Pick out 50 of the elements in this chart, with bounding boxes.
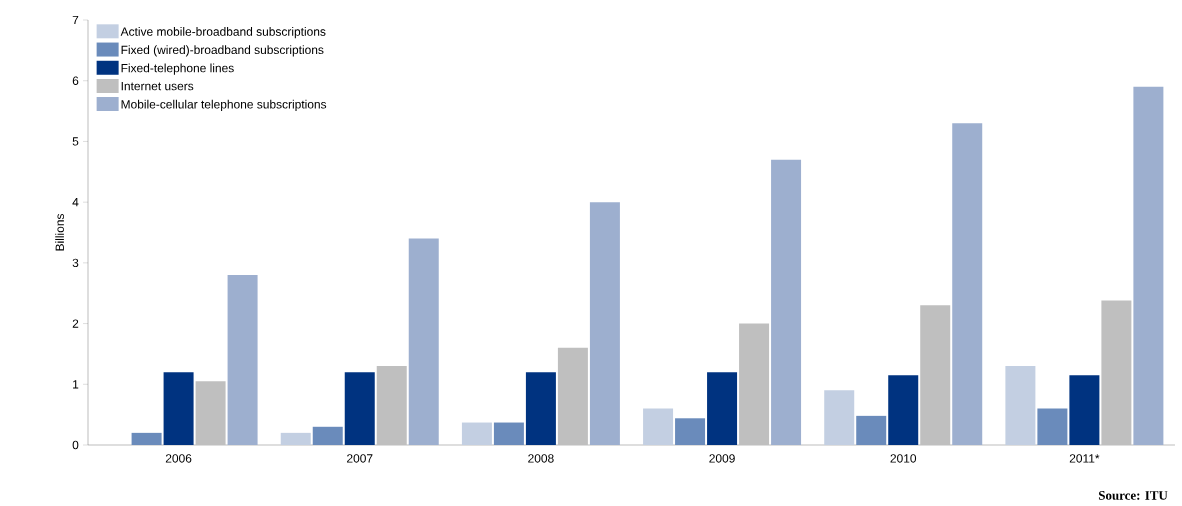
bar bbox=[824, 390, 855, 445]
y-tick-label: 3 bbox=[72, 258, 79, 268]
y-tick-label: 6 bbox=[72, 76, 79, 85]
bar bbox=[1037, 408, 1068, 445]
bar bbox=[525, 372, 556, 445]
x-tick-label: 2006 bbox=[165, 454, 192, 463]
bar bbox=[675, 418, 706, 445]
bar bbox=[739, 323, 770, 445]
bar bbox=[408, 238, 439, 445]
bar bbox=[227, 275, 258, 445]
y-tick-label: 2 bbox=[72, 319, 79, 328]
bar bbox=[312, 426, 343, 445]
bar bbox=[344, 372, 375, 445]
bar bbox=[856, 415, 887, 445]
bar bbox=[1133, 86, 1164, 445]
legend-label: Active mobile-broadband subscriptions bbox=[120, 27, 326, 39]
bar bbox=[920, 305, 951, 445]
bar bbox=[952, 123, 983, 445]
y-axis-title: Billions bbox=[55, 214, 64, 251]
bar bbox=[888, 375, 919, 445]
legend-label: Internet users bbox=[121, 81, 194, 91]
bar bbox=[1069, 375, 1100, 445]
bar bbox=[461, 422, 492, 445]
legend-label: Fixed (wired)-broadband subscriptions bbox=[121, 45, 324, 57]
y-tick-label: 4 bbox=[72, 198, 79, 207]
x-tick-label: 2011* bbox=[1069, 454, 1100, 463]
y-tick-label: 1 bbox=[73, 380, 79, 389]
bar bbox=[643, 408, 674, 445]
y-tick-label: 5 bbox=[72, 137, 79, 146]
bar bbox=[707, 372, 738, 445]
legend-label: Mobile-cellular telephone subscriptions bbox=[121, 99, 327, 111]
y-tick-label: 0 bbox=[72, 440, 79, 450]
bar bbox=[280, 432, 311, 445]
x-tick-label: 2009 bbox=[709, 454, 735, 463]
bar bbox=[376, 366, 407, 445]
legend-label: Fixed-telephone lines bbox=[121, 63, 234, 75]
bar bbox=[131, 432, 162, 445]
x-tick-label: 2007 bbox=[347, 454, 373, 463]
source-note: Source: ITU bbox=[1098, 491, 1168, 500]
bar bbox=[771, 159, 802, 445]
bar bbox=[195, 381, 226, 445]
y-tick-label: 7 bbox=[72, 15, 79, 25]
bar bbox=[557, 347, 588, 445]
bar bbox=[1005, 366, 1036, 445]
bar bbox=[1101, 300, 1132, 445]
x-tick-label: 2008 bbox=[528, 454, 554, 463]
x-tick-label: 2010 bbox=[890, 454, 917, 463]
bar bbox=[589, 202, 620, 445]
bar bbox=[163, 372, 194, 445]
bar bbox=[493, 422, 524, 445]
